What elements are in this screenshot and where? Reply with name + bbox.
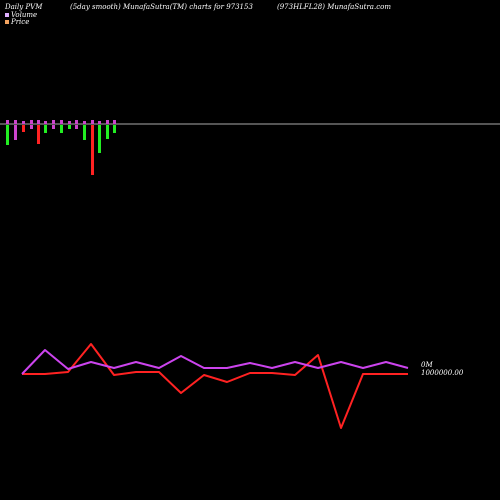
price-bar-13: [106, 125, 109, 139]
volume-bar-up-12: [98, 121, 101, 124]
price-bar-3: [30, 125, 33, 129]
price-bar-4: [37, 125, 40, 144]
price-bar-5: [44, 125, 47, 133]
volume-bar-up-6: [52, 120, 55, 124]
price-bar-2: [22, 125, 25, 132]
volume-bar-up-2: [22, 121, 25, 124]
header-left: Daily PVM: [4, 3, 43, 11]
header-center-left: (5day smooth) MunafaSutra(TM) charts for…: [70, 3, 253, 11]
price-bar-0: [6, 125, 9, 145]
price-bar-1: [14, 125, 17, 140]
legend-price-label: Price: [10, 18, 29, 26]
price-bar-14: [113, 125, 116, 133]
volume-bar-up-9: [75, 120, 78, 124]
price-now-label: 1000000.00: [421, 369, 464, 377]
price-bar-11: [91, 125, 94, 175]
bars-group: [6, 120, 116, 175]
volume-bar-up-1: [14, 120, 17, 124]
volume-bar-up-7: [60, 120, 63, 124]
volume-bar-up-10: [83, 121, 86, 124]
legend-volume-swatch: [5, 13, 9, 17]
volume-bar-up-8: [68, 121, 71, 124]
price-line: [22, 343, 408, 429]
volume-now-label: 0M: [421, 361, 433, 369]
price-bar-9: [75, 125, 78, 129]
volume-line: [21, 349, 409, 375]
price-bar-12: [98, 125, 101, 153]
volume-bar-up-3: [30, 120, 33, 124]
price-bar-7: [60, 125, 63, 133]
lines-group: [21, 343, 409, 429]
volume-bar-up-5: [44, 121, 47, 124]
price-bar-10: [83, 125, 86, 140]
price-bar-8: [68, 125, 71, 129]
legend-price-swatch: [5, 20, 9, 24]
volume-bar-up-11: [91, 120, 94, 124]
header-center-right: (973HLFL28) MunafaSutra.com: [277, 3, 391, 11]
price-bar-6: [52, 125, 55, 129]
legend-volume-label: Volume: [11, 11, 37, 19]
volume-bar-up-13: [106, 120, 109, 124]
volume-bar-up-4: [37, 120, 40, 124]
volume-bar-up-14: [113, 120, 116, 124]
volume-bar-up-0: [6, 120, 9, 124]
